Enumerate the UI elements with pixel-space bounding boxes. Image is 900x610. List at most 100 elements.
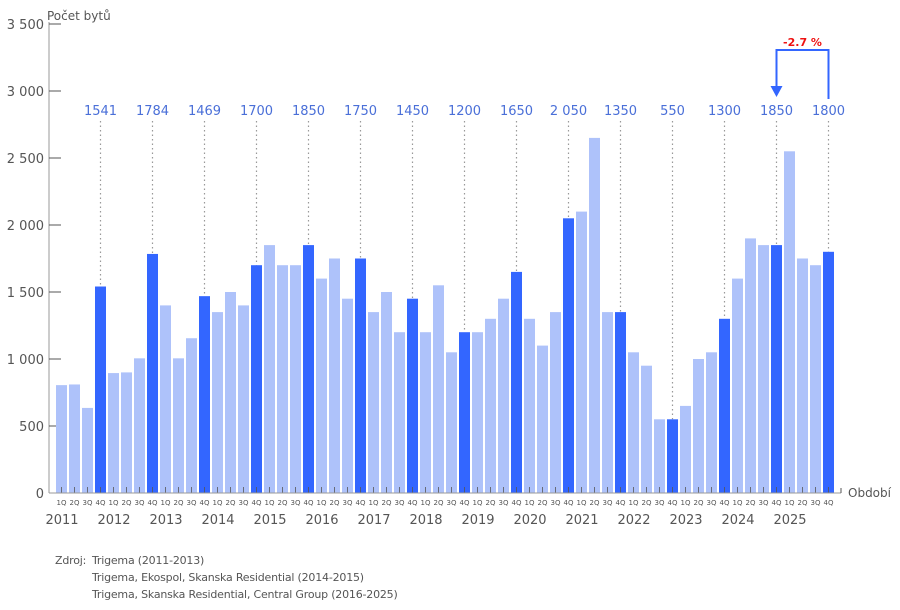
bar (485, 318, 496, 493)
quarter-label: 4Q (304, 499, 314, 507)
bar (407, 298, 418, 493)
quarter-label: 4Q (96, 499, 106, 507)
quarter-label: 3Q (239, 499, 249, 507)
bar (121, 372, 132, 493)
quarter-label: 3Q (291, 499, 301, 507)
quarter-label: 1Q (473, 499, 483, 507)
bar (459, 332, 470, 493)
bar (186, 338, 197, 493)
q4-value-label: 1650 (500, 104, 533, 119)
bar (602, 312, 613, 493)
q4-value-label: 1850 (760, 104, 793, 119)
year-label: 2021 (565, 513, 598, 528)
bar (277, 265, 288, 493)
q4-value-label: 1469 (188, 104, 221, 119)
quarter-label: 2Q (746, 499, 756, 507)
quarter-label: 4Q (512, 499, 522, 507)
x-axis-title: Období (848, 486, 892, 500)
annotation-bracket (775, 49, 830, 99)
quarter-label: 3Q (395, 499, 405, 507)
y-tick-label: 1 000 (7, 353, 44, 368)
bar (550, 312, 561, 493)
year-label: 2025 (773, 513, 806, 528)
bar (498, 298, 509, 493)
quarter-label: 2Q (798, 499, 808, 507)
quarter-label: 2Q (590, 499, 600, 507)
quarter-label: 1Q (785, 499, 795, 507)
quarter-label: 1Q (525, 499, 535, 507)
quarter-label: 2Q (538, 499, 548, 507)
quarter-label: 1Q (317, 499, 327, 507)
source-line: Trigema (2011-2013) (92, 554, 205, 567)
year-label: 2018 (409, 513, 442, 528)
year-label: 2016 (305, 513, 338, 528)
bar (563, 218, 574, 494)
bar (446, 352, 457, 493)
quarter-label: 2Q (486, 499, 496, 507)
arrow-down-icon (770, 86, 783, 97)
bar (641, 365, 652, 493)
y-tick-label: 2 000 (7, 219, 44, 234)
quarter-label: 1Q (369, 499, 379, 507)
bar (680, 405, 691, 493)
bar (160, 305, 171, 493)
quarter-label: 1Q (213, 499, 223, 507)
quarter-label: 2Q (226, 499, 236, 507)
quarter-label: 4Q (200, 499, 210, 507)
bar (238, 305, 249, 493)
quarter-label: 4Q (824, 499, 834, 507)
source-line: Trigema, Ekospol, Skanska Residential (2… (92, 571, 364, 584)
q4-guide-lines (99, 121, 830, 420)
year-label: 2023 (669, 513, 702, 528)
bar (654, 419, 665, 493)
bar (797, 258, 808, 493)
bar (173, 358, 184, 493)
source-line: Trigema, Skanska Residential, Central Gr… (92, 588, 398, 601)
source-label: Zdroj: (55, 554, 87, 567)
quarter-label: 3Q (343, 499, 353, 507)
bar (615, 312, 626, 493)
quarter-label: 2Q (122, 499, 132, 507)
bar (706, 352, 717, 493)
bar (368, 312, 379, 493)
quarter-label: 4Q (720, 499, 730, 507)
bar (628, 352, 639, 493)
bar (199, 296, 210, 493)
year-label: 2014 (201, 513, 234, 528)
year-label: 2011 (45, 513, 78, 528)
quarter-label: 4Q (772, 499, 782, 507)
bar (329, 258, 340, 493)
quarter-label: 4Q (616, 499, 626, 507)
bar (433, 285, 444, 493)
bar (511, 271, 522, 493)
q4-value-label: 550 (660, 104, 685, 119)
q4-value-label: 1784 (136, 104, 169, 119)
bar (225, 292, 236, 493)
quarter-label: 2Q (642, 499, 652, 507)
y-tick-label: 3 000 (7, 85, 44, 100)
bar (420, 332, 431, 493)
quarter-label: 1Q (265, 499, 275, 507)
quarter-label: 2Q (434, 499, 444, 507)
quarter-label: 4Q (460, 499, 470, 507)
q4-value-label: 1350 (604, 104, 637, 119)
q4-value-label: 1541 (84, 104, 117, 119)
bar (745, 238, 756, 493)
q4-value-label: 2 050 (550, 104, 587, 119)
y-tick-label: 1 500 (7, 286, 44, 301)
year-label: 2020 (513, 513, 546, 528)
bar (589, 137, 600, 493)
bar (524, 318, 535, 493)
bar (212, 312, 223, 493)
quarter-label: 2Q (278, 499, 288, 507)
bar (472, 332, 483, 493)
bar (667, 419, 678, 493)
bar (784, 151, 795, 494)
quarter-label: 3Q (655, 499, 665, 507)
y-tick-label: 0 (36, 487, 44, 502)
q4-value-label: 1800 (812, 104, 845, 119)
annotation-label: -2.7 % (783, 36, 822, 49)
bar (810, 265, 821, 493)
quarter-label: 2Q (174, 499, 184, 507)
